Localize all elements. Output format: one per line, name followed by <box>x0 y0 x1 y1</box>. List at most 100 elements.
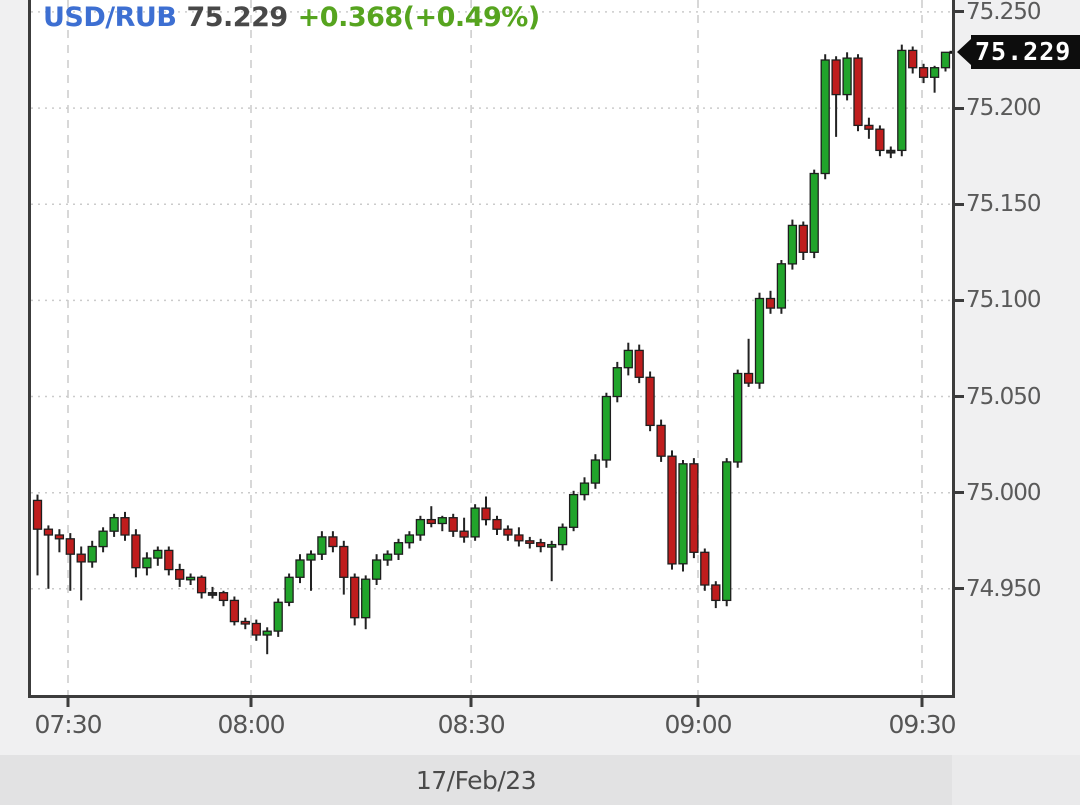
candle-down <box>798 224 808 253</box>
y-tick-mark <box>955 587 964 591</box>
candle-up <box>590 459 601 484</box>
candle-up <box>787 224 798 265</box>
date-label: 17/Feb/23 <box>415 765 537 795</box>
y-tick-label: 75.250 <box>955 0 1041 25</box>
candle-up <box>393 542 404 555</box>
candle-down <box>207 592 218 596</box>
candle-up <box>722 461 732 602</box>
date-band: 17/Feb/23 <box>0 755 1080 805</box>
candle-up <box>371 559 382 580</box>
candlestick-plot-area[interactable]: USD/RUB 75.229 +0.368(+0.49%) <box>28 0 955 698</box>
badge-price-value: 75.229 <box>971 35 1080 70</box>
candle-up <box>382 553 393 561</box>
candle-up <box>142 557 152 569</box>
y-tick-label: 75.200 <box>955 95 1041 121</box>
x-axis[interactable]: 07:30 08:00 08:30 09:00 09:30 <box>28 698 957 750</box>
candle-down <box>765 297 776 309</box>
candle-down <box>918 67 929 78</box>
y-tick-mark <box>955 491 964 495</box>
candle-down <box>350 576 360 619</box>
candle-up <box>579 482 590 496</box>
candle-down <box>76 553 86 563</box>
candle-down <box>65 538 75 555</box>
x-tick-label: 07:30 <box>34 710 102 739</box>
candle-down <box>218 592 229 602</box>
candle-up <box>547 543 557 548</box>
last-price-label: 75.229 <box>186 2 288 33</box>
y-tick-mark <box>955 395 964 398</box>
candle-down <box>743 372 754 384</box>
candle-down <box>536 542 546 548</box>
candle-down <box>634 349 644 378</box>
candle-down <box>645 376 655 427</box>
candle-up <box>153 549 163 559</box>
x-tick-label: 09:00 <box>664 710 732 739</box>
candle-down <box>459 530 469 538</box>
candle-down <box>525 540 535 544</box>
candle-up <box>929 67 940 78</box>
x-tick-mark <box>469 698 473 707</box>
candle-up <box>842 57 852 96</box>
candle-up <box>557 526 568 546</box>
candle-down <box>667 455 677 565</box>
candlestick-chart[interactable] <box>31 0 952 695</box>
change-label: +0.368(+0.49%) <box>297 2 541 33</box>
candle-down <box>339 545 349 578</box>
candle-down <box>43 528 54 536</box>
candle-down <box>448 517 458 532</box>
candle-down <box>831 59 841 96</box>
candle-down <box>886 149 896 154</box>
candle-up <box>754 297 765 384</box>
y-tick-mark <box>955 10 964 14</box>
candle-down <box>492 518 502 530</box>
candle-down <box>426 518 436 525</box>
date-band-inner: 17/Feb/23 <box>0 755 952 805</box>
candle-down <box>853 57 863 127</box>
candle-up <box>897 49 907 152</box>
candle-up <box>568 493 579 528</box>
candle-up <box>361 578 371 619</box>
y-tick-label: 74.950 <box>955 576 1041 602</box>
candle-up <box>733 372 743 463</box>
x-tick-label: 08:00 <box>217 710 285 739</box>
candle-down <box>514 534 524 542</box>
badge-arrow-icon <box>957 39 971 66</box>
candle-up <box>612 367 622 398</box>
candle-up <box>98 530 108 548</box>
candle-down <box>32 499 43 530</box>
candle-down <box>175 568 185 580</box>
candle-up <box>306 553 316 561</box>
candle-up <box>601 395 612 461</box>
candle-down <box>131 534 141 569</box>
x-tick-mark <box>696 698 700 707</box>
candle-up <box>940 51 951 69</box>
y-tick-label: 75.100 <box>955 287 1041 313</box>
candle-down <box>908 49 918 69</box>
candle-down <box>656 424 666 457</box>
last-price-badge: 75.229 <box>957 35 1080 70</box>
candle-down <box>711 584 721 602</box>
candle-down <box>481 507 491 521</box>
candle-down <box>229 599 240 623</box>
candle-down <box>54 534 65 540</box>
candle-down <box>120 517 130 536</box>
y-tick-label: 75.050 <box>955 384 1041 410</box>
candle-up <box>284 576 294 603</box>
x-tick-mark <box>249 698 253 707</box>
candle-up <box>295 559 305 578</box>
candle-down <box>240 620 250 625</box>
candle-up <box>678 463 688 565</box>
symbol-label: USD/RUB <box>43 2 177 33</box>
y-axis[interactable]: 75.250 75.200 75.150 75.100 75.050 75.000 74.9… <box>955 0 1080 698</box>
candle-up <box>437 517 447 525</box>
candle-down <box>503 528 513 536</box>
candle-up <box>404 534 415 544</box>
x-tick-label: 08:30 <box>437 710 506 739</box>
y-tick-label: 75.150 <box>955 191 1041 217</box>
candle-up <box>776 263 787 309</box>
candle-down <box>689 463 699 553</box>
candle-up <box>262 630 272 636</box>
candle-up <box>87 545 97 563</box>
y-tick-mark <box>955 106 964 110</box>
